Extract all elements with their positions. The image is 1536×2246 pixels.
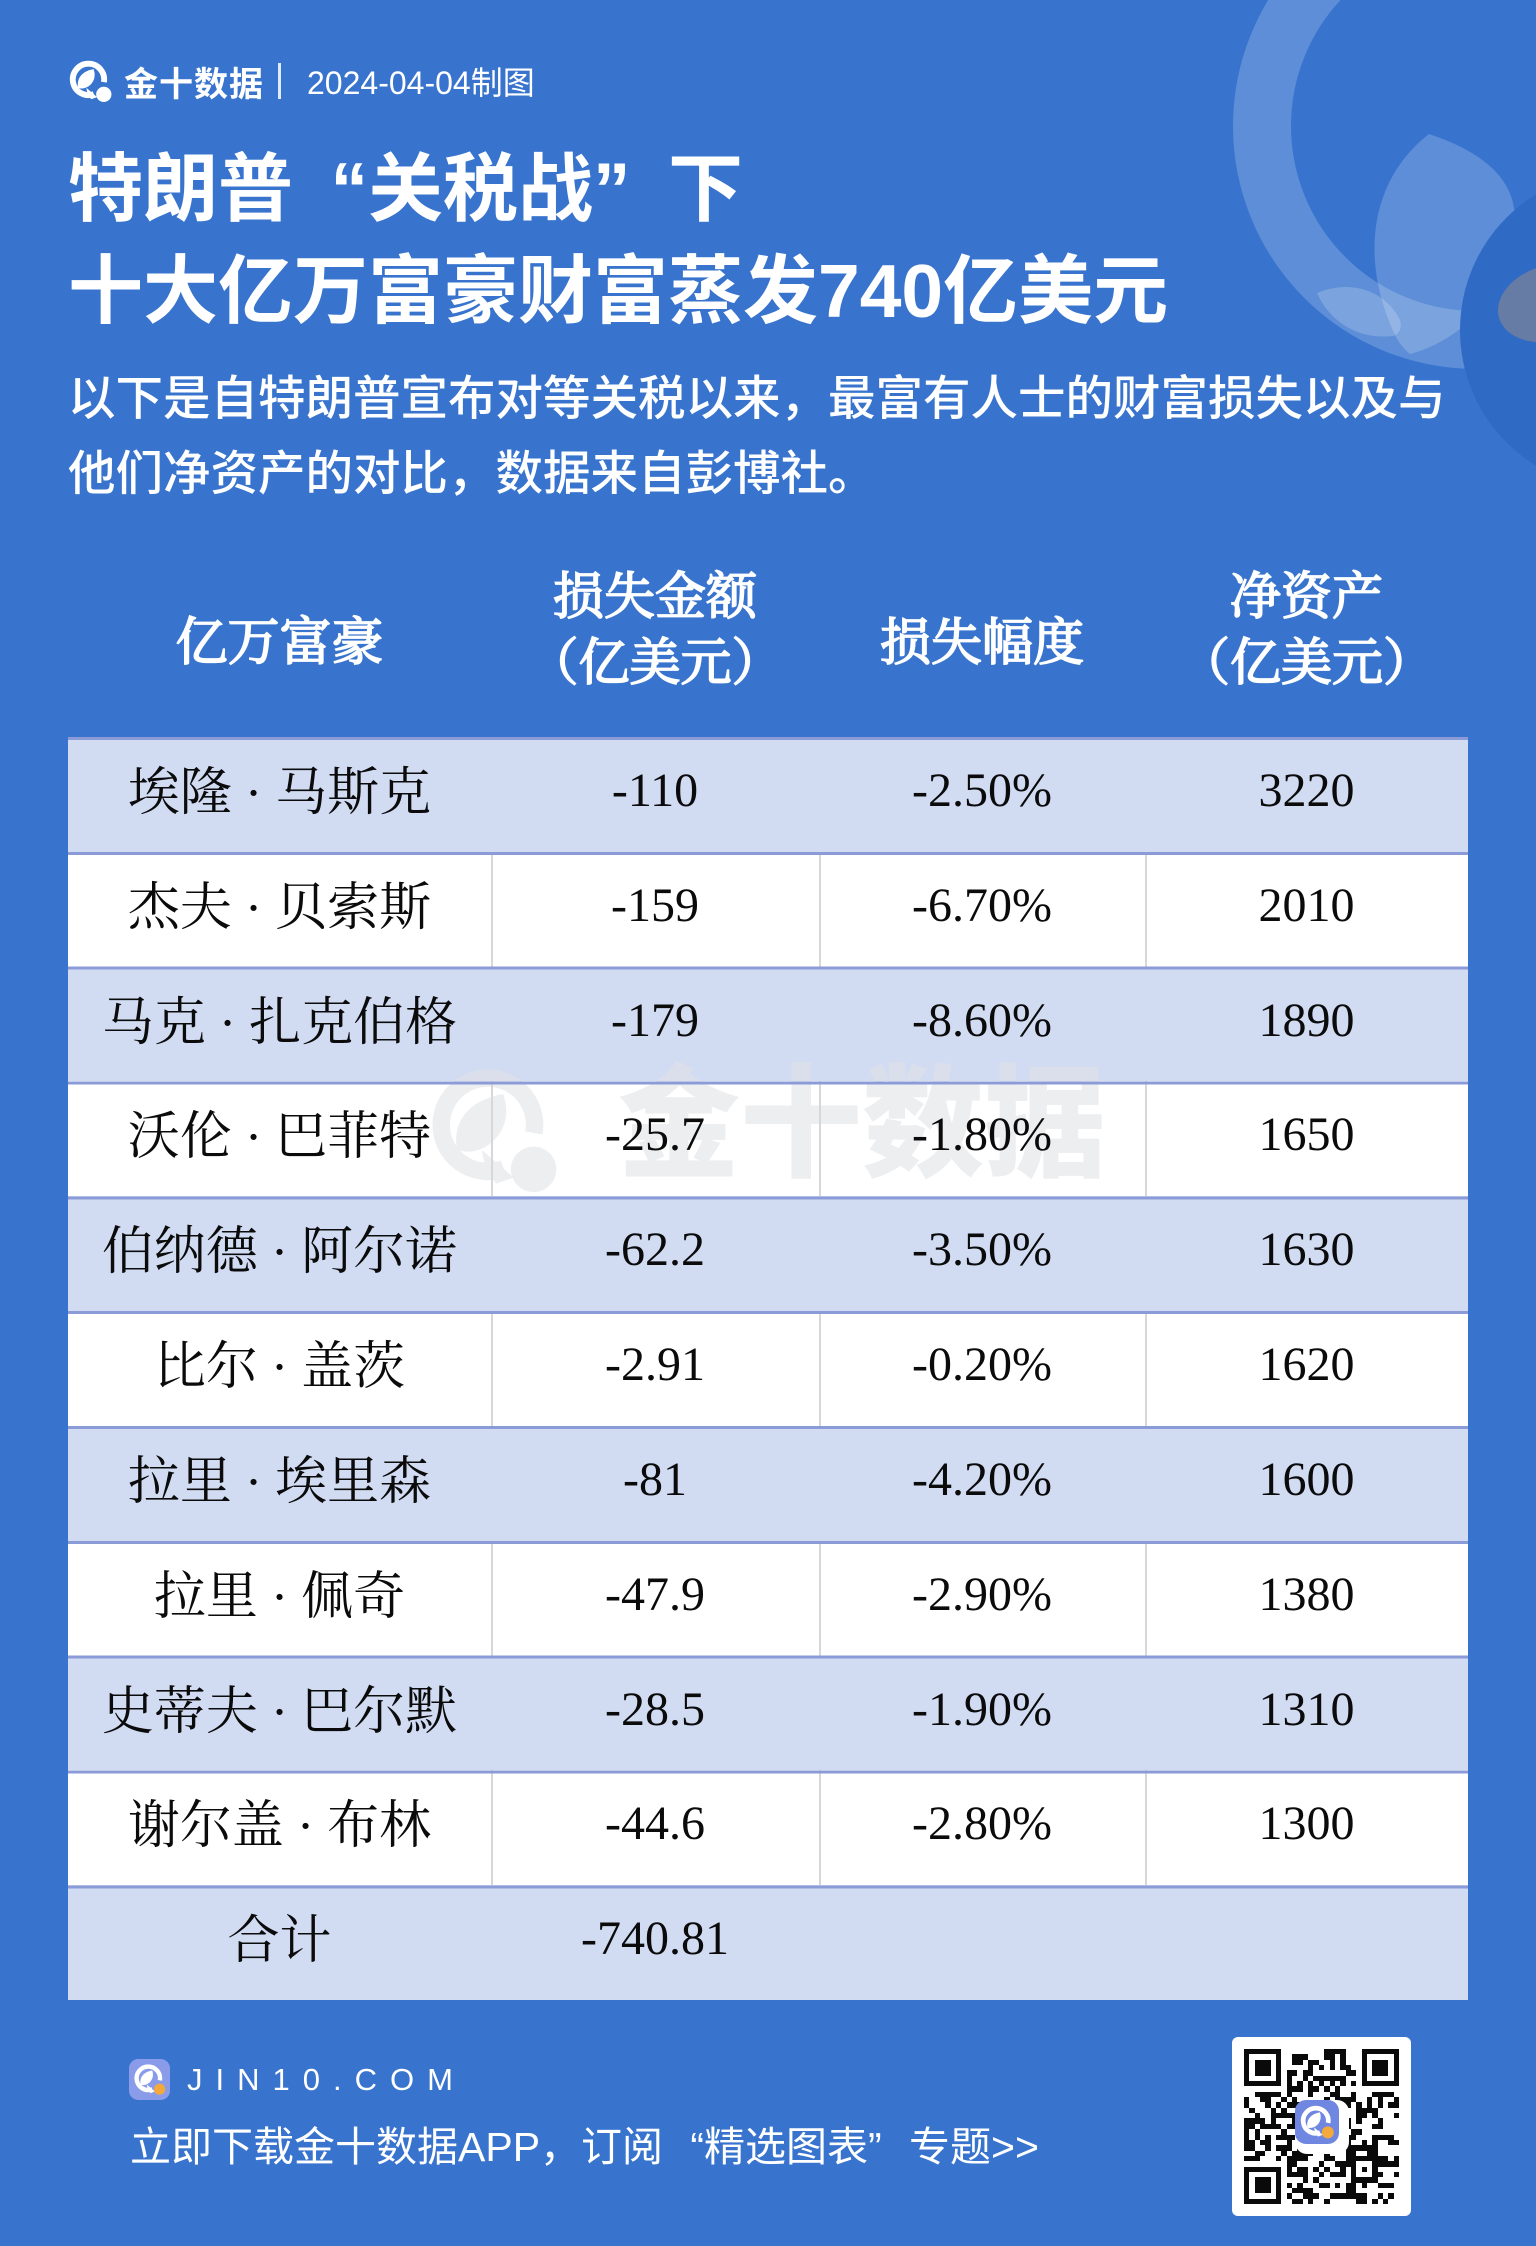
cell-loss-percent: -0.20%: [819, 1311, 1145, 1426]
cell-net-worth: 1380: [1145, 1541, 1468, 1656]
qr-center-logo-box: [1294, 2099, 1349, 2154]
cell-loss-amount: -62.2: [605, 1223, 705, 1277]
page-subtitle: 以下是自特朗普宣布对等关税以来，最富有人士的财富损失以及与 他们净资产的对比，数…: [68, 362, 1446, 512]
table-row: 拉里 · 埃里森 -81 -4.20% 1600: [68, 1425, 1468, 1541]
table-row: 比尔 · 盖茨 -2.91 -0.20% 1620: [68, 1311, 1468, 1426]
cell-net-worth: 1620: [1145, 1311, 1468, 1426]
cell-net-worth: 1310: [1258, 1682, 1355, 1736]
cell-billionaire-name: 马克 · 扎克伯格: [101, 994, 458, 1052]
table-header: 亿万富豪 损失金额 （亿美元） 损失幅度 净资产 （亿美元）: [68, 561, 1468, 701]
cell-loss-percent: -2.50%: [912, 764, 1052, 817]
table-row: 埃隆 · 马斯克 -110 -2.50% 3220: [68, 737, 1468, 852]
cell-billionaire-name: 拉里 · 佩奇: [153, 1568, 406, 1626]
cell-loss-percent: -8.60%: [912, 993, 1052, 1047]
table-row: 谢尔盖 · 布林 -44.6 -2.80% 1300: [68, 1770, 1468, 1886]
cell-billionaire-name: 伯纳德 · 阿尔诺: [101, 1224, 458, 1282]
table-row: 史蒂夫 · 巴尔默 -28.5 -1.90% 1310: [68, 1655, 1468, 1771]
cell-loss-amount: -47.9: [491, 1541, 819, 1656]
qr-center-logo: [1294, 2099, 1339, 2144]
cell-loss-amount: -28.5: [605, 1682, 705, 1736]
column-header: 损失幅度: [819, 561, 1145, 701]
cell-billionaire-name: 史蒂夫 · 巴尔默: [101, 1683, 458, 1741]
column-header-line: 损失金额: [552, 569, 758, 627]
cell-net-worth: 3220: [1258, 764, 1355, 817]
cell-net-worth: [1145, 1885, 1468, 2000]
cell-billionaire-name: 比尔 · 盖茨: [153, 1339, 406, 1397]
cell-loss-percent: -2.90%: [819, 1541, 1145, 1656]
footer-site-url: JIN10.COM: [187, 2062, 466, 2097]
billionaire-table: 埃隆 · 马斯克 -110 -2.50% 3220 杰夫 · 贝索斯 -159 …: [68, 737, 1468, 2001]
table-row: 沃伦 · 巴菲特 -25.7 -1.80% 1650: [68, 1081, 1468, 1197]
cell-billionaire-name: 杰夫 · 贝索斯: [127, 879, 432, 937]
page-title: 特朗普 “关税战” 下 十大亿万富豪财富蒸发740亿美元: [68, 138, 1168, 342]
column-header: 净资产 （亿美元）: [1145, 561, 1468, 701]
footer-tagline: 立即下载金十数据APP，订阅 “精选图表” 专题>>: [130, 2124, 1039, 2170]
table-row: 杰夫 · 贝索斯 -159 -6.70% 2010: [68, 851, 1468, 967]
column-header: 损失金额 （亿美元）: [491, 561, 819, 701]
cell-net-worth: 1300: [1145, 1770, 1468, 1885]
brand-divider: [278, 63, 281, 99]
cell-net-worth: 1890: [1258, 993, 1355, 1047]
cell-loss-amount: -44.6: [491, 1770, 819, 1885]
page-subtitle-line1: 以下是自特朗普宣布对等关税以来，最富有人士的财富损失以及与: [68, 373, 1446, 426]
brand-bar: 金十数据 2024-04-04制图: [67, 58, 535, 104]
cell-net-worth: 1650: [1145, 1081, 1468, 1196]
cell-loss-amount: -2.91: [491, 1311, 819, 1426]
cell-net-worth: 1600: [1258, 1452, 1355, 1506]
table-row: 拉里 · 佩奇 -47.9 -2.90% 1380: [68, 1540, 1468, 1656]
table-row: 马克 · 扎克伯格 -179 -8.60% 1890: [68, 966, 1468, 1082]
cell-loss-percent: -2.80%: [819, 1770, 1145, 1885]
column-header-line: 亿万富豪: [175, 614, 385, 673]
cell-billionaire-name: 埃隆 · 马斯克: [127, 765, 432, 822]
cell-loss-amount: -25.7: [491, 1081, 819, 1196]
page-subtitle-line2: 他们净资产的对比，数据来自彭博社。: [68, 448, 876, 501]
cell-loss-amount: -159: [491, 852, 819, 967]
page-title-line2: 十大亿万富豪财富蒸发740亿美元: [68, 249, 1169, 333]
column-header: 亿万富豪: [68, 561, 491, 701]
jin10-logo-icon: [67, 58, 112, 104]
cell-loss-amount: -81: [623, 1452, 687, 1506]
column-header-line: （亿美元）: [527, 635, 784, 693]
cell-billionaire-name: 合计: [227, 1913, 332, 1971]
table-row: 合计 -740.81: [68, 1885, 1468, 2001]
cell-loss-percent: [819, 1885, 1145, 2000]
brand-name: 金十数据: [124, 65, 264, 104]
chart-date: 2024-04-04制图: [307, 64, 535, 101]
table-row: 伯纳德 · 阿尔诺 -62.2 -3.50% 1630: [68, 1196, 1468, 1312]
jin10-app-icon: [129, 2059, 170, 2100]
cell-loss-amount: -110: [611, 764, 699, 817]
cell-loss-percent: -4.20%: [912, 1452, 1052, 1506]
page-title-line1: 特朗普 “关税战” 下: [68, 147, 744, 231]
cell-loss-amount: -179: [611, 993, 699, 1047]
cell-loss-percent: -3.50%: [912, 1223, 1052, 1277]
cell-loss-percent: -6.70%: [819, 852, 1145, 967]
cell-net-worth: 1630: [1258, 1223, 1355, 1277]
column-header-line: （亿美元）: [1178, 635, 1435, 693]
cell-loss-percent: -1.90%: [912, 1682, 1052, 1736]
column-header-line: 净资产: [1229, 569, 1384, 627]
cell-loss-amount: -740.81: [581, 1912, 729, 1966]
cell-net-worth: 2010: [1145, 852, 1468, 967]
cell-billionaire-name: 谢尔盖 · 布林: [127, 1798, 432, 1856]
cell-loss-percent: -1.80%: [819, 1081, 1145, 1196]
column-header-line: 损失幅度: [879, 615, 1085, 673]
cell-billionaire-name: 沃伦 · 巴菲特: [127, 1109, 432, 1167]
cell-billionaire-name: 拉里 · 埃里森: [127, 1453, 432, 1511]
qr-code: [1232, 2037, 1411, 2216]
